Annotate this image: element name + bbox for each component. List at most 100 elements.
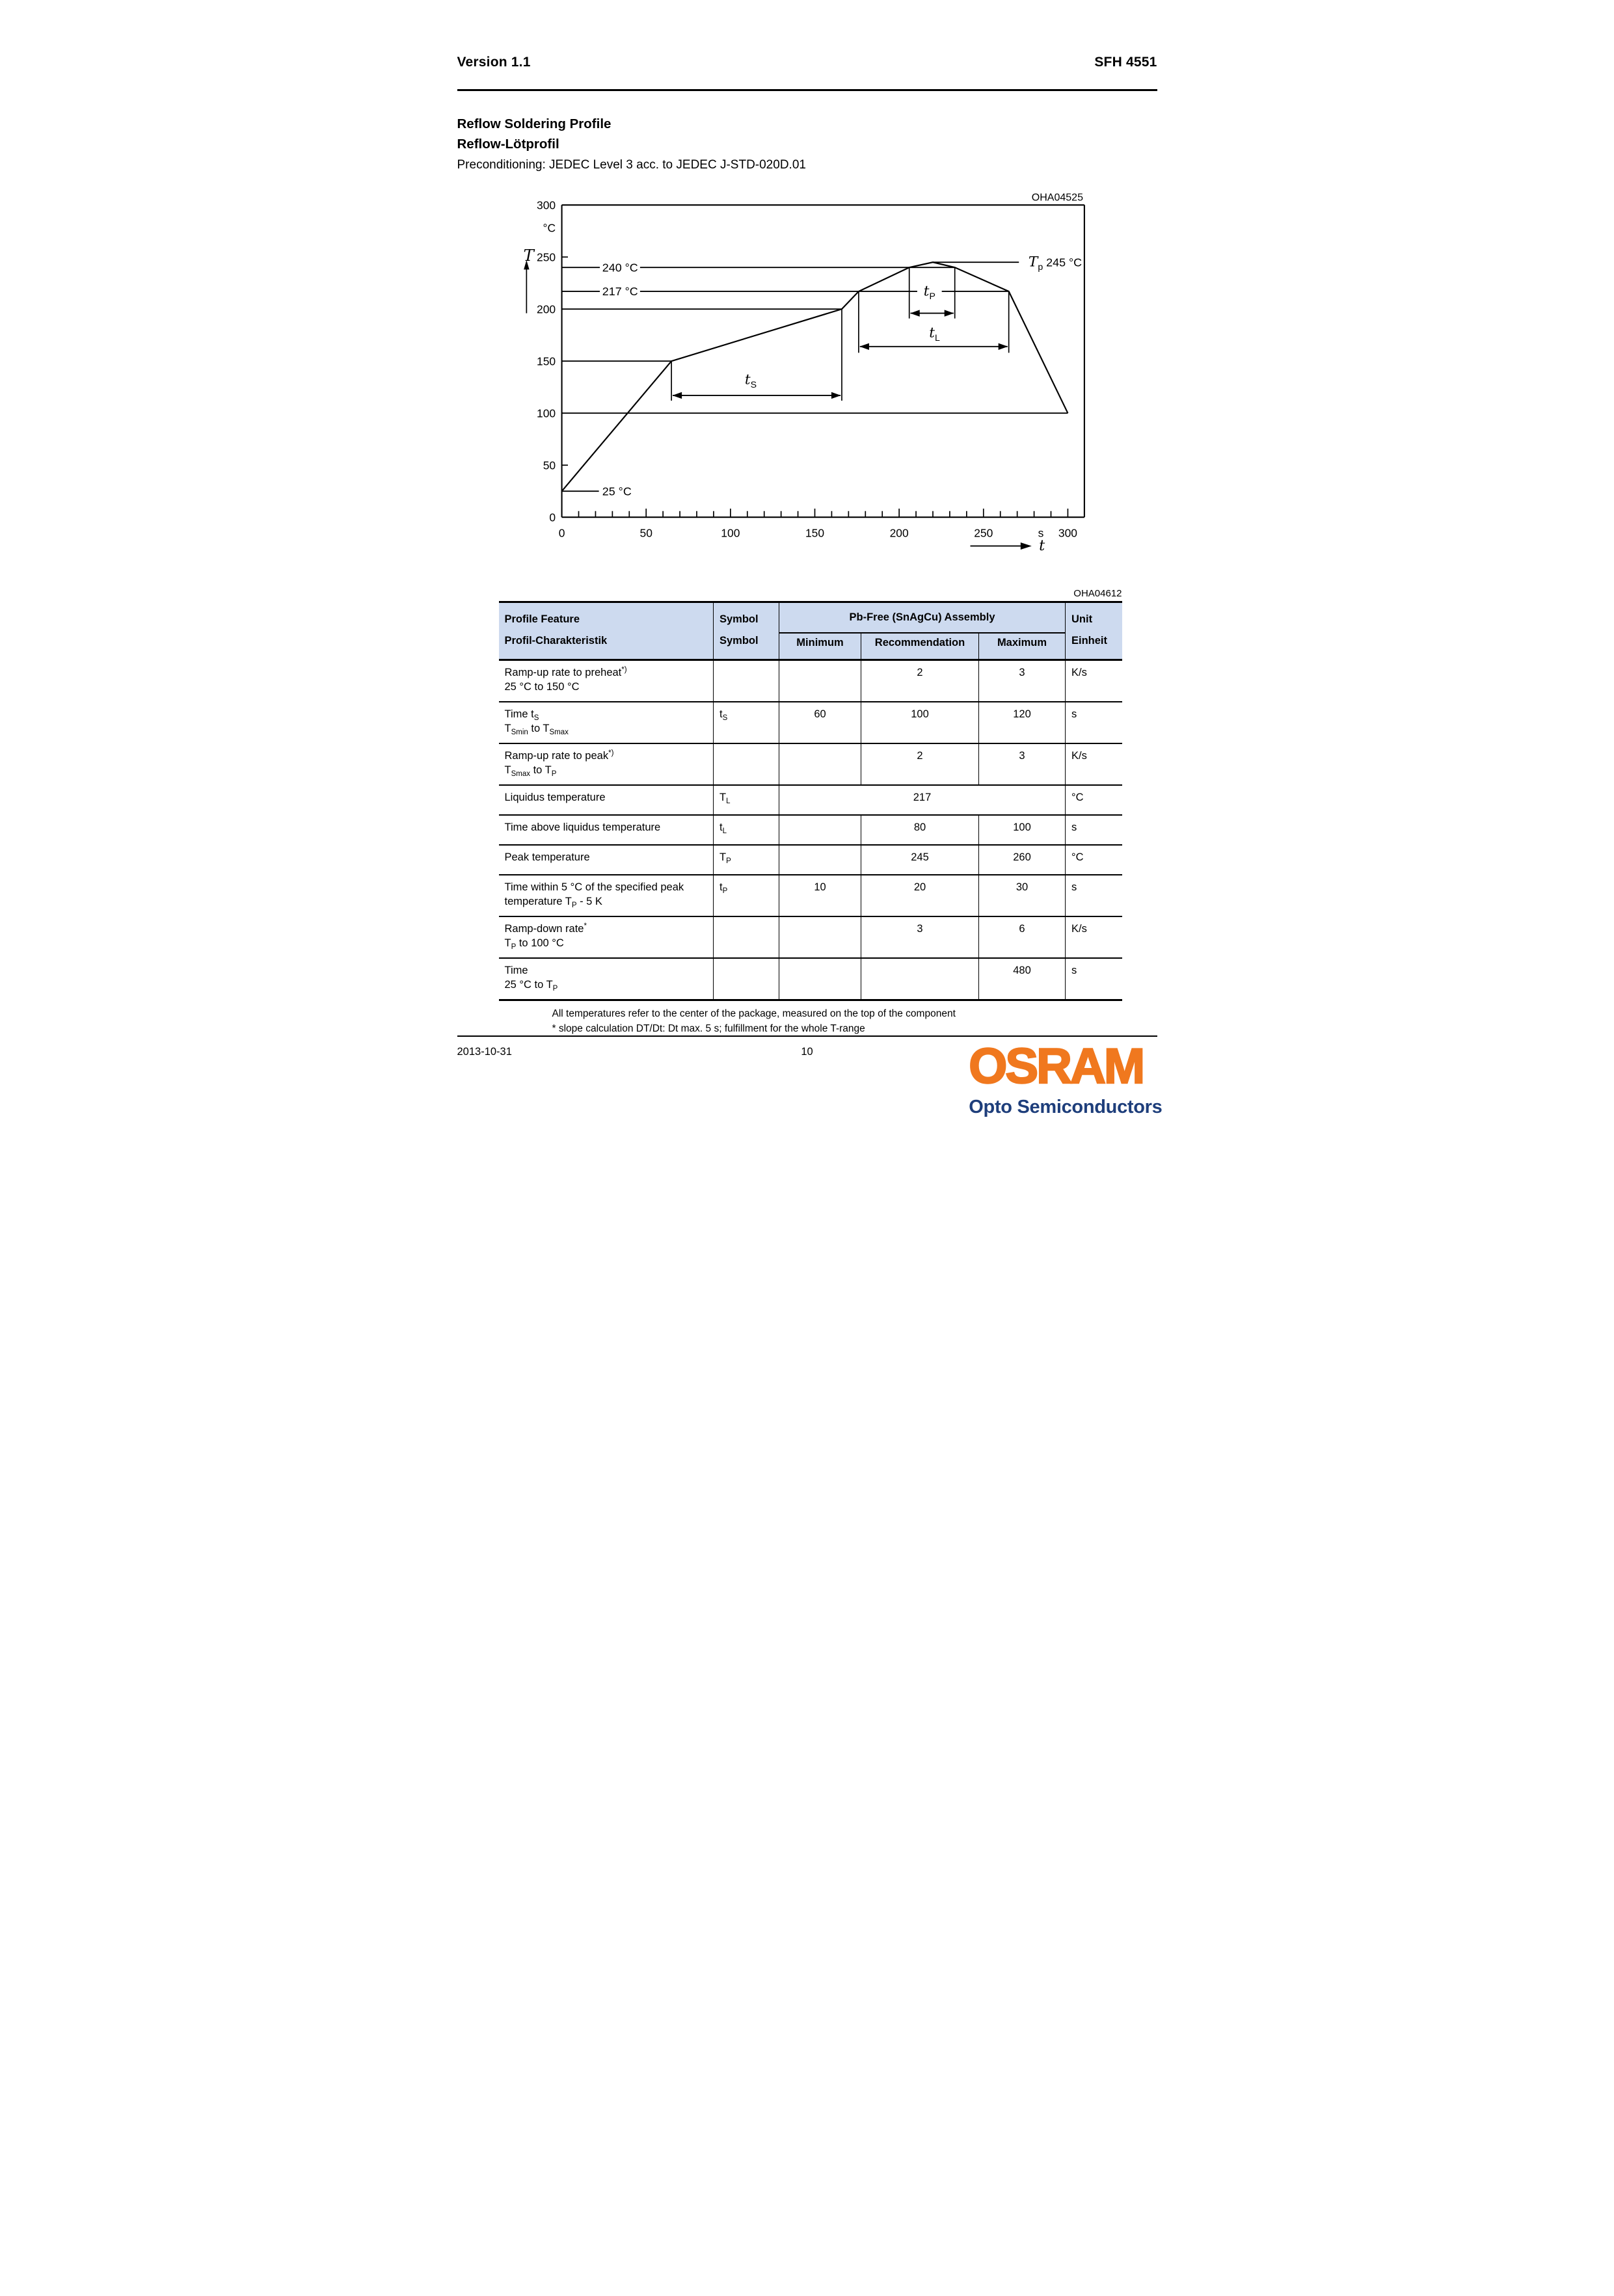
svg-text:150: 150: [805, 526, 824, 539]
svg-text:200: 200: [537, 302, 556, 315]
footer-row: 2013-10-31 10 OSRAM Opto Semiconductors: [457, 1041, 1163, 1117]
unit-cell: °C: [1065, 784, 1122, 815]
unit-cell: K/s: [1065, 916, 1122, 958]
y-axis-arrowhead-icon: [523, 260, 530, 269]
ref-label-25: 25 °C: [602, 485, 631, 498]
minimum-cell: 10: [779, 874, 861, 916]
marker-label-tS: tS: [744, 371, 756, 390]
part-number: SFH 4551: [1094, 55, 1157, 70]
minimum-cell: [779, 957, 861, 1000]
svg-text:150: 150: [537, 354, 556, 367]
maximum-cell: 260: [978, 844, 1066, 875]
maximum-cell: 3: [978, 743, 1066, 785]
maximum-cell: 6: [978, 916, 1066, 958]
recommendation-cell: 2: [861, 743, 979, 785]
maximum-cell: 480: [978, 957, 1066, 1000]
value-span-cell: 217: [779, 784, 1066, 815]
table-row: Peak temperature TP 245 260 °C: [498, 844, 1122, 875]
reflow-profile-figure: 0 50 100 150 200 250 300 s 0 50 100 150 200 250 300 °C T…: [500, 176, 1211, 562]
svg-text:0: 0: [558, 526, 565, 539]
col-header-unit: Unit Einheit: [1065, 602, 1122, 660]
table-row: Ramp-up rate to preheat*) 25 °C to 150 °C…: [498, 660, 1122, 702]
maximum-cell: 120: [978, 701, 1066, 743]
svg-text:50: 50: [543, 459, 556, 472]
minimum-cell: [779, 660, 861, 702]
recommendation-cell: 2: [861, 660, 979, 702]
svg-text:100: 100: [721, 526, 740, 539]
feature-cell: Time above liquidus temperature: [504, 821, 661, 833]
table-row: Ramp-up rate to peak*) TSmax to TP 2 3 K/s: [498, 743, 1122, 785]
recommendation-cell: 80: [861, 814, 979, 845]
table-figure-label: OHA04612: [1073, 587, 1122, 599]
x-axis-arrowhead-icon: [1020, 542, 1032, 550]
table-row: Time above liquidus temperature tL 80 100 s: [498, 814, 1122, 845]
table-row: Time within 5 °C of the specified peak te…: [498, 874, 1122, 916]
marker-label-tP: tP: [923, 283, 935, 301]
reflow-profile-plot: 0 50 100 150 200 250 300 s 0 50 100 150 200 250 300 °C T…: [523, 191, 1085, 554]
svg-text:250: 250: [537, 250, 556, 263]
unit-cell: s: [1065, 814, 1122, 845]
feature-cell: Liquidus temperature: [504, 791, 606, 803]
table-row: Time 25 °C to TP 480 s: [498, 957, 1122, 1000]
svg-text:100: 100: [537, 407, 556, 420]
feature-cell: Ramp-up rate to peak*) TSmax to TP: [504, 749, 614, 778]
recommendation-cell: 245: [861, 844, 979, 875]
reflow-profile-table: Profile Feature Profil-Charakteristik Sym…: [498, 600, 1122, 1001]
minimum-cell: [779, 844, 861, 875]
recommendation-cell: [861, 957, 979, 1000]
peak-label: Tp 245 °C: [1028, 254, 1081, 272]
svg-text:50: 50: [639, 526, 652, 539]
chart-figure-label: OHA04525: [1031, 191, 1083, 203]
osram-division: Opto Semiconductors: [969, 1097, 1163, 1117]
maximum-cell: 30: [978, 874, 1066, 916]
recommendation-cell: 100: [861, 701, 979, 743]
table-row: Time tS TSmin to TSmax tS 60 100 120 s: [498, 701, 1122, 743]
feature-cell: Time tS TSmin to TSmax: [504, 708, 569, 736]
table-header-row-main: Profile Feature Profil-Charakteristik Sym…: [498, 602, 1122, 660]
table-head: Profile Feature Profil-Charakteristik Sym…: [498, 602, 1122, 660]
feature-cell: Ramp-up rate to preheat*) 25 °C to 150 °C: [504, 665, 627, 693]
maximum-cell: 3: [978, 660, 1066, 702]
symbol-cell: [713, 957, 779, 1000]
datasheet-page: Version 1.1 SFH 4551 Reflow Soldering Pr…: [403, 0, 1211, 1148]
ref-label-217: 217 °C: [602, 285, 638, 298]
unit-cell: °C: [1065, 844, 1122, 875]
feature-cell: Time within 5 °C of the specified peak te…: [504, 881, 684, 909]
col-header-maximum: Maximum: [978, 633, 1066, 660]
symbol-cell: [713, 743, 779, 785]
svg-text:200: 200: [889, 526, 908, 539]
col-header-minimum: Minimum: [779, 633, 861, 660]
footer-rule: [457, 1035, 1157, 1037]
section-intro: Reflow Soldering Profile Reflow-Lötprofi…: [457, 116, 1157, 173]
minimum-cell: [779, 916, 861, 958]
col-header-assembly: Pb-Free (SnAgCu) Assembly: [779, 602, 1066, 634]
recommendation-cell: 3: [861, 916, 979, 958]
table-note-2: * slope calculation DT/Dt: Dt max. 5 s; …: [552, 1022, 865, 1034]
unit-cell: K/s: [1065, 660, 1122, 702]
page-footer: 2013-10-31 10 OSRAM Opto Semiconductors: [457, 1035, 1163, 1117]
table-row: Liquidus temperature TL 217 °C: [498, 784, 1122, 815]
svg-text:0: 0: [549, 511, 556, 524]
reflow-profile-table-section: OHA04612 Profile Feature Profil-Charakter…: [457, 588, 1211, 1036]
ref-label-240: 240 °C: [602, 261, 638, 274]
marker-label-tL: tL: [929, 325, 940, 343]
table-notes: All temperatures refer to the center of …: [552, 1006, 1211, 1036]
feature-cell: Peak temperature: [504, 851, 590, 863]
symbol-cell: tS: [713, 701, 779, 743]
minimum-cell: 60: [779, 701, 861, 743]
minimum-cell: [779, 814, 861, 845]
unit-cell: s: [1065, 701, 1122, 743]
svg-text:300: 300: [1058, 526, 1077, 539]
table-row: Ramp-down rate* TP to 100 °C 3 6 K/s: [498, 916, 1122, 958]
header-rule: [457, 89, 1157, 91]
footer-date: 2013-10-31: [457, 1046, 512, 1058]
footer-page-number: 10: [801, 1046, 813, 1058]
minimum-cell: [779, 743, 861, 785]
section-title-en: Reflow Soldering Profile: [457, 116, 612, 131]
symbol-cell: [713, 660, 779, 702]
col-header-symbol: Symbol Symbol: [713, 602, 779, 660]
osram-logo: OSRAM Opto Semiconductors: [968, 1041, 1163, 1117]
symbol-cell: [713, 916, 779, 958]
doc-version: Version 1.1: [457, 55, 531, 70]
svg-text:°C: °C: [543, 221, 556, 234]
